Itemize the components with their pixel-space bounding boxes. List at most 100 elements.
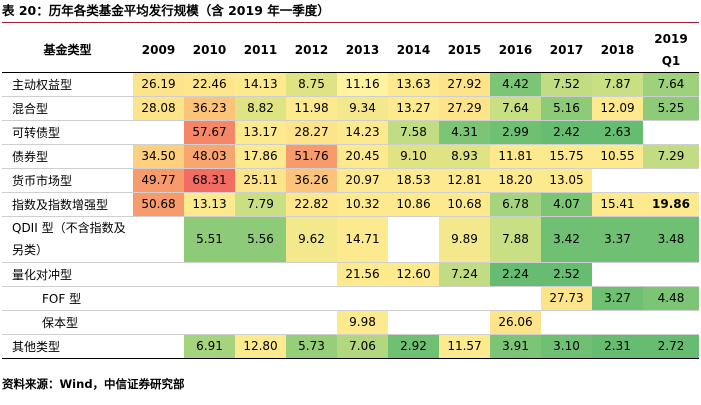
header-year: 2009 bbox=[133, 28, 184, 73]
value-cell: 12.60 bbox=[388, 262, 439, 286]
value-cell: 7.64 bbox=[643, 72, 699, 96]
value-cell bbox=[337, 286, 388, 310]
value-cell bbox=[235, 262, 286, 286]
header-year: 2011 bbox=[235, 28, 286, 73]
value-cell: 8.75 bbox=[286, 72, 337, 96]
value-cell bbox=[235, 286, 286, 310]
value-cell: 36.23 bbox=[184, 96, 235, 120]
value-cell: 12.80 bbox=[235, 334, 286, 358]
value-cell bbox=[133, 334, 184, 358]
value-cell: 28.27 bbox=[286, 120, 337, 144]
value-cell bbox=[643, 120, 699, 144]
value-cell: 26.06 bbox=[490, 310, 541, 334]
value-cell: 2.52 bbox=[541, 262, 592, 286]
value-cell bbox=[133, 286, 184, 310]
value-cell: 25.11 bbox=[235, 168, 286, 192]
value-cell: 14.13 bbox=[235, 72, 286, 96]
value-cell: 4.07 bbox=[541, 192, 592, 216]
value-cell bbox=[490, 286, 541, 310]
header-year: 2018 bbox=[592, 28, 643, 73]
value-cell: 10.86 bbox=[388, 192, 439, 216]
row-label: 混合型 bbox=[12, 101, 49, 116]
value-cell: 15.41 bbox=[592, 192, 643, 216]
value-cell bbox=[541, 310, 592, 334]
value-cell: 13.17 bbox=[235, 120, 286, 144]
row-label: FOF 型 bbox=[42, 291, 82, 306]
value-cell bbox=[184, 286, 235, 310]
value-cell bbox=[184, 262, 235, 286]
value-cell: 2.99 bbox=[490, 120, 541, 144]
value-cell: 3.37 bbox=[592, 216, 643, 262]
header-year: 2013 bbox=[337, 28, 388, 73]
table-row: 混合型 28.08 36.23 8.82 11.98 9.34 13.27 27.29 7.64… bbox=[2, 96, 699, 120]
value-cell: 14.71 bbox=[337, 216, 388, 262]
value-cell: 7.52 bbox=[541, 72, 592, 96]
value-cell bbox=[286, 286, 337, 310]
value-cell: 27.92 bbox=[439, 72, 490, 96]
value-cell: 27.29 bbox=[439, 96, 490, 120]
table-title: 表 20：历年各类基金平均发行规模（含 2019 年一季度） bbox=[2, 3, 330, 18]
value-cell bbox=[133, 120, 184, 144]
header-2019q1: 2019 Q1 bbox=[643, 28, 699, 73]
table-row: QDII 型（不含指数及另类） 5.51 5.56 9.62 14.71 9.89 7.88… bbox=[2, 216, 699, 262]
row-label: 保本型 bbox=[42, 315, 79, 330]
value-cell: 4.31 bbox=[439, 120, 490, 144]
value-cell: 11.81 bbox=[490, 144, 541, 168]
value-cell: 7.79 bbox=[235, 192, 286, 216]
value-cell: 13.63 bbox=[388, 72, 439, 96]
value-cell bbox=[286, 310, 337, 334]
value-cell: 7.06 bbox=[337, 334, 388, 358]
table-row: 指数及指数增强型 50.68 13.13 7.79 22.82 10.32 10.86 10.… bbox=[2, 192, 699, 216]
value-cell: 27.73 bbox=[541, 286, 592, 310]
value-cell: 48.03 bbox=[184, 144, 235, 168]
value-cell: 11.16 bbox=[337, 72, 388, 96]
value-cell: 12.81 bbox=[439, 168, 490, 192]
value-cell: 12.09 bbox=[592, 96, 643, 120]
value-cell bbox=[235, 310, 286, 334]
value-cell: 28.08 bbox=[133, 96, 184, 120]
row-label: 主动权益型 bbox=[12, 77, 73, 92]
value-cell: 20.97 bbox=[337, 168, 388, 192]
title-divider bbox=[2, 22, 699, 23]
value-cell: 50.68 bbox=[133, 192, 184, 216]
value-cell: 17.86 bbox=[235, 144, 286, 168]
value-cell: 13.27 bbox=[388, 96, 439, 120]
value-cell: 5.56 bbox=[235, 216, 286, 262]
row-label: 指数及指数增强型 bbox=[12, 197, 109, 212]
value-cell: 2.24 bbox=[490, 262, 541, 286]
header-year: 2015 bbox=[439, 28, 490, 73]
table-row: 货币市场型 49.77 68.31 25.11 36.26 20.97 18.53 12.81… bbox=[2, 168, 699, 192]
table-row: 保本型 9.98 26.06 bbox=[2, 310, 699, 334]
value-cell: 9.34 bbox=[337, 96, 388, 120]
value-cell: 4.48 bbox=[643, 286, 699, 310]
value-cell: 19.86 bbox=[643, 192, 699, 216]
row-label: 量化对冲型 bbox=[12, 267, 73, 282]
value-cell bbox=[388, 216, 439, 262]
value-cell bbox=[592, 310, 643, 334]
value-cell bbox=[439, 286, 490, 310]
value-cell bbox=[286, 262, 337, 286]
table-row: 其他类型 6.91 12.80 5.73 7.06 2.92 11.57 3.91 3.10 2.… bbox=[2, 334, 699, 358]
value-cell: 22.82 bbox=[286, 192, 337, 216]
value-cell: 7.88 bbox=[490, 216, 541, 262]
value-cell: 15.75 bbox=[541, 144, 592, 168]
value-cell: 36.26 bbox=[286, 168, 337, 192]
value-cell: 9.10 bbox=[388, 144, 439, 168]
value-cell: 18.53 bbox=[388, 168, 439, 192]
header-2019-quarter: Q1 bbox=[661, 53, 681, 68]
row-label: 债券型 bbox=[12, 149, 49, 164]
value-cell: 3.27 bbox=[592, 286, 643, 310]
value-cell: 2.92 bbox=[388, 334, 439, 358]
value-cell bbox=[388, 310, 439, 334]
value-cell: 7.29 bbox=[643, 144, 699, 168]
value-cell: 5.25 bbox=[643, 96, 699, 120]
row-label: 可转债型 bbox=[12, 125, 61, 140]
value-cell: 10.55 bbox=[592, 144, 643, 168]
source-note: 资料来源：Wind，中信证券研究部 bbox=[2, 377, 185, 391]
value-cell bbox=[133, 310, 184, 334]
value-cell bbox=[388, 286, 439, 310]
value-cell: 14.23 bbox=[337, 120, 388, 144]
value-cell bbox=[184, 310, 235, 334]
value-cell: 3.48 bbox=[643, 216, 699, 262]
row-label: QDII 型（不含指数及另类） bbox=[12, 221, 126, 257]
